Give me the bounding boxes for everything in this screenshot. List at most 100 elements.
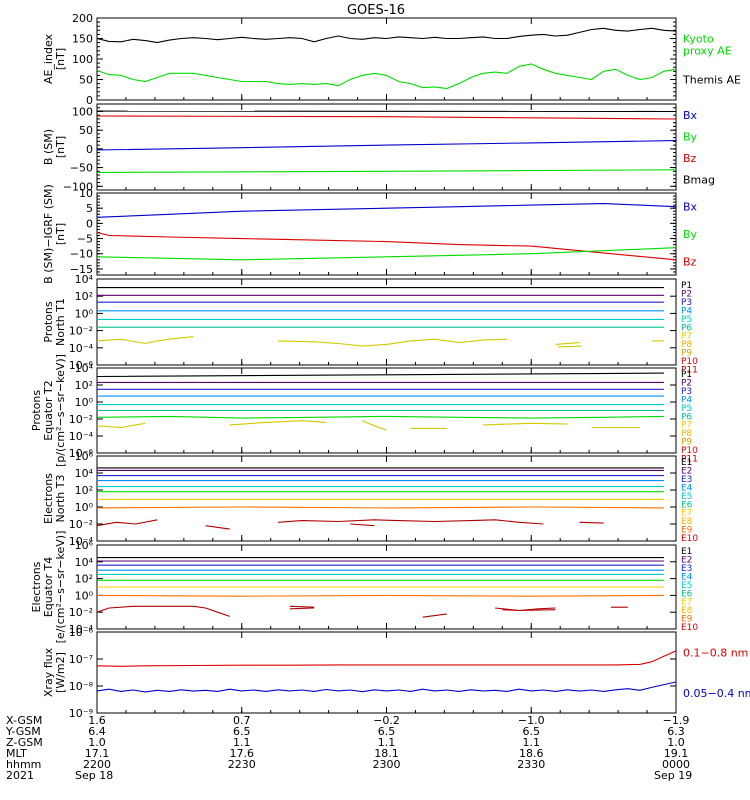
legend-entry: proxy AE bbox=[683, 45, 732, 58]
y-tick-label: −10 bbox=[70, 248, 93, 261]
ephemeris-value: Sep 19 bbox=[654, 769, 692, 782]
legend-entry: E10 bbox=[681, 623, 698, 633]
series-kyoto-proxy-ae bbox=[97, 64, 676, 89]
ephemeris-value: Sep 18 bbox=[75, 769, 113, 782]
y-tick-label: −5 bbox=[77, 233, 93, 246]
legend: Bx By Bz Bmag bbox=[683, 109, 715, 187]
legend: E1E2E3E4E5E6E7E8E9E10 bbox=[681, 547, 698, 633]
series-e9 bbox=[97, 606, 230, 616]
y-tick-label: 10⁶ bbox=[75, 450, 94, 463]
panel-8: 10⁻⁹10⁻⁸10⁻⁷10⁻⁶Xray flux [W/m2] 0.1−0.8 n… bbox=[42, 626, 750, 720]
y-tick-label: 10⁴ bbox=[75, 556, 94, 569]
panel-7: 10⁻⁴ 10⁻² 10⁰ 10² 10⁴ 10⁶ Electrons Equator T4[… bbox=[30, 531, 698, 644]
panel-frame bbox=[97, 193, 676, 275]
y-tick-label: 10² bbox=[75, 290, 93, 303]
series-p1 bbox=[97, 373, 664, 376]
legend-entry: Bx bbox=[683, 201, 698, 214]
legend-entry: 0.1−0.8 nm bbox=[683, 646, 748, 659]
panel-4: 10⁻⁶10⁻⁴10⁻²10⁰10²10⁴Protons North T1P1P2… bbox=[42, 273, 698, 376]
series-e9c bbox=[290, 608, 314, 609]
y-tick-label: 10⁻² bbox=[69, 606, 93, 619]
legend-entry: By bbox=[683, 228, 698, 241]
y-tick-label: 10⁶ bbox=[75, 539, 94, 552]
y-tick-label: 10² bbox=[75, 484, 93, 497]
y-tick-label: 0 bbox=[86, 143, 93, 156]
panel-3: −15−10−50510B (SM)−IGRF (SM) [nT]BxByBz bbox=[42, 184, 698, 284]
y-tick-label: 200 bbox=[72, 12, 93, 25]
y-axis-label: North T1 bbox=[54, 298, 67, 346]
series-p7 bbox=[97, 337, 194, 344]
panel-frame bbox=[97, 456, 676, 541]
series-p8 bbox=[97, 423, 145, 427]
y-axis-label: [nT] bbox=[54, 136, 67, 158]
y-tick-label: 10⁴ bbox=[75, 362, 94, 375]
series-themis-ae bbox=[97, 28, 676, 42]
series-bz bbox=[97, 116, 676, 119]
series-e8 bbox=[97, 595, 664, 596]
y-tick-label: 10 bbox=[79, 187, 93, 200]
series-p7d bbox=[558, 346, 582, 347]
series-p7b bbox=[278, 339, 507, 346]
y-tick-label: 10⁴ bbox=[75, 273, 94, 286]
series-e8 bbox=[97, 507, 664, 508]
panel-5: 10⁻⁶ 10⁻⁴ 10⁻² 10⁰ 10² 10⁴ Protons Equator T2 [p… bbox=[30, 354, 698, 467]
y-tick-label: 50 bbox=[79, 74, 93, 87]
y-tick-label: 10⁴ bbox=[75, 467, 94, 480]
x-axis-ephemeris-table: X-GSMY-GSMZ-GSMMLThhmm20211.66.41.017.12… bbox=[5, 714, 692, 782]
legend: Bx By Bz bbox=[683, 201, 698, 269]
series-p7c bbox=[555, 343, 579, 345]
y-tick-label: 50 bbox=[79, 124, 93, 137]
y-tick-label: 10⁻² bbox=[69, 518, 93, 531]
legend: Kyotoproxy AEThemis AE bbox=[682, 33, 741, 87]
ephemeris-value: 2300 bbox=[373, 758, 401, 771]
y-axis-label: [e/(cm²−s−sr−keV)] bbox=[54, 531, 67, 644]
y-tick-label: 10⁰ bbox=[75, 307, 94, 320]
legend-entry: Themis AE bbox=[682, 74, 741, 87]
y-tick-label: 0 bbox=[86, 217, 93, 230]
series-0-05-0-4-nm bbox=[97, 682, 676, 692]
y-tick-label: 10⁻⁴ bbox=[69, 342, 94, 355]
y-tick-label: 10⁻² bbox=[69, 325, 93, 338]
y-tick-label: 10⁻⁶ bbox=[69, 626, 94, 639]
y-tick-label: 10⁻⁴ bbox=[69, 430, 94, 443]
series-e9 bbox=[97, 520, 157, 526]
y-tick-label: 10⁰ bbox=[75, 396, 94, 409]
series-e9b bbox=[290, 606, 314, 607]
y-axis-label: [nT] bbox=[54, 223, 67, 245]
legend: P1P2P3P4P5P6P7P8P9P10P11 bbox=[681, 281, 698, 376]
y-tick-label: 10⁰ bbox=[75, 501, 94, 514]
panel-2: −100−50050100B (SM) [nT]BxByBzBmag bbox=[42, 104, 715, 193]
y-tick-label: 10⁻⁷ bbox=[69, 653, 93, 666]
legend-entry: E10 bbox=[681, 534, 698, 544]
y-axis-label: [W/m2] bbox=[54, 652, 67, 693]
y-axis-label: [p/(cm²−s−sr−keV)] bbox=[54, 354, 67, 467]
figure-title: GOES-16 bbox=[347, 3, 405, 18]
y-tick-label: 10⁻² bbox=[69, 413, 93, 426]
y-tick-label: 10² bbox=[75, 379, 93, 392]
series-p7 bbox=[97, 416, 664, 418]
legend-entry: Bz bbox=[683, 152, 697, 165]
series-p8e bbox=[483, 423, 567, 425]
panel-frame bbox=[97, 632, 676, 713]
y-axis-label: [nT] bbox=[54, 48, 67, 70]
y-axis-label: North T3 bbox=[54, 475, 67, 523]
series-e9e bbox=[580, 522, 604, 523]
series-by bbox=[97, 248, 676, 260]
series-bz bbox=[97, 233, 676, 260]
panel-frame bbox=[97, 279, 676, 365]
legend-entry: Bmag bbox=[683, 173, 715, 186]
ephemeris-value: 2230 bbox=[228, 758, 256, 771]
y-tick-label: 100 bbox=[72, 53, 93, 66]
legend-entry: Bx bbox=[683, 109, 698, 122]
ephemeris-value: 2330 bbox=[517, 758, 545, 771]
ephemeris-row-label: 2021 bbox=[6, 769, 34, 782]
y-tick-label: 150 bbox=[72, 33, 93, 46]
series-e9d bbox=[423, 614, 447, 617]
legend-entry: 0.05−0.4 nm bbox=[683, 687, 750, 700]
legend-entry: Bz bbox=[683, 255, 697, 268]
series-by bbox=[97, 170, 676, 173]
